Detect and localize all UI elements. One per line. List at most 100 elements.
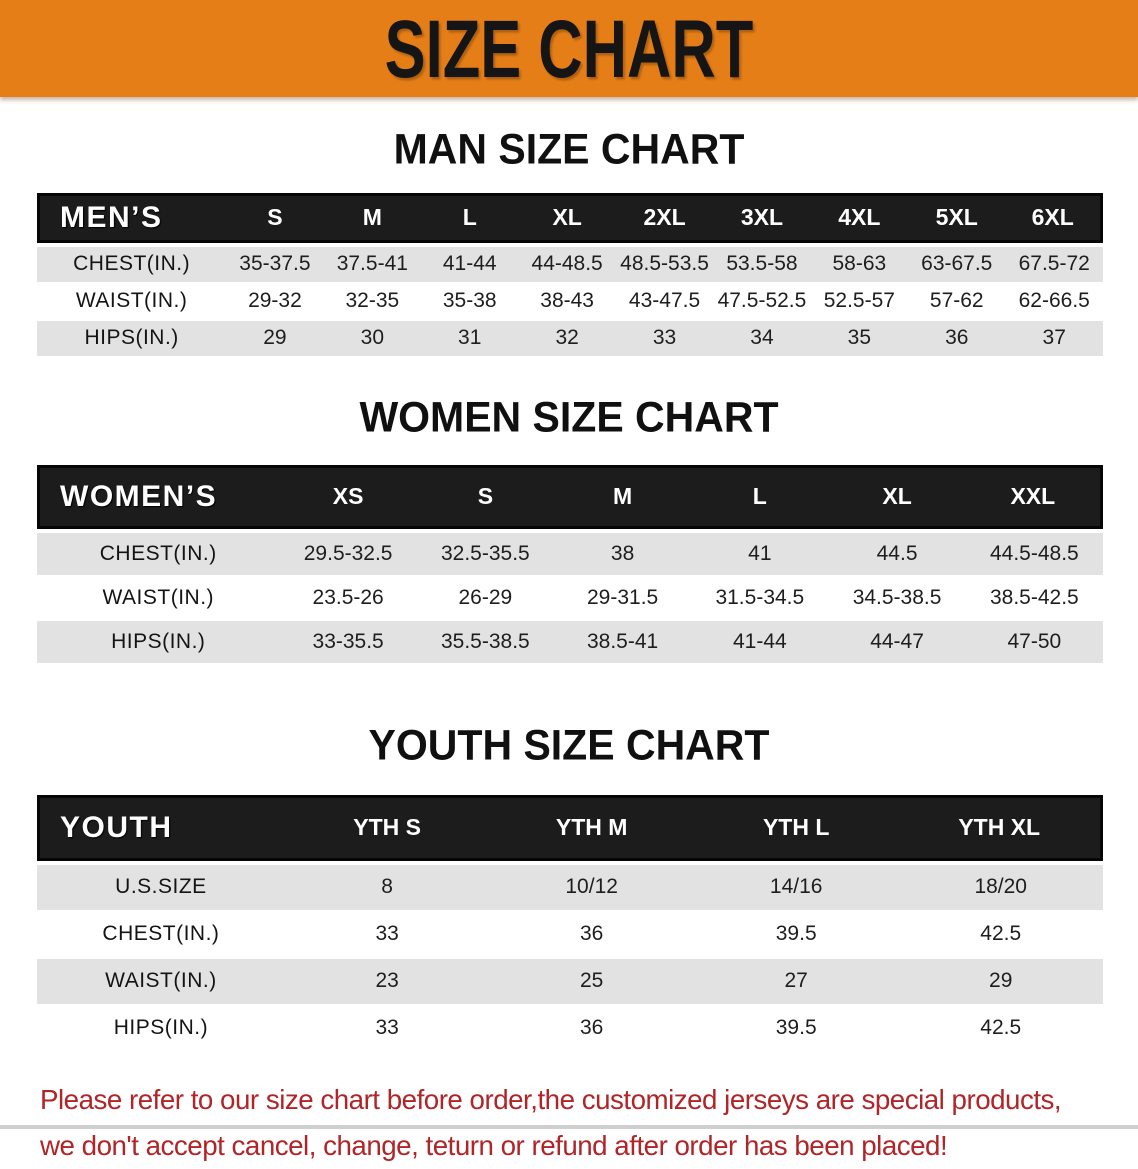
table-row-waist: WAIST(IN.) 23.5-26 26-29 29-31.5 31.5-34…	[37, 576, 1103, 621]
row-label: WAIST(IN.)	[37, 576, 280, 621]
col-header-2xl: 2XL	[615, 192, 714, 243]
cell: 25	[489, 958, 694, 1006]
men-size-table: MEN’S S M L XL 2XL 3XL 4XL 5XL 6XL CHEST…	[37, 192, 1103, 358]
col-header-xl: XL	[828, 464, 966, 529]
cell: 29-32	[226, 283, 324, 321]
cell: 52.5-57	[810, 283, 909, 321]
col-header-4xl: 4XL	[810, 192, 909, 243]
cell: 67.5-72	[1005, 242, 1103, 284]
cell: 37.5-41	[323, 242, 422, 284]
cell: 18/20	[898, 860, 1103, 912]
men-table-label: MEN’S	[37, 192, 227, 243]
col-header-yth-m: YTH M	[489, 794, 694, 861]
cell: 35	[810, 320, 909, 358]
cell: 35-37.5	[226, 242, 324, 284]
cell: 44-48.5	[518, 242, 616, 284]
cell: 39.5	[693, 911, 899, 959]
page-title: SIZE CHART	[384, 2, 754, 95]
col-header-l: L	[421, 192, 519, 243]
cell: 39.5	[693, 1005, 899, 1053]
col-header-xxl: XXL	[965, 464, 1103, 529]
disclaimer-line1: Please refer to our size chart before or…	[40, 1083, 1062, 1115]
col-header-yth-s: YTH S	[284, 794, 490, 861]
row-label: HIPS(IN.)	[37, 320, 227, 358]
cell: 41-44	[421, 242, 519, 284]
women-section: WOMEN SIZE CHART WOMEN’S XS S M L XL XXL…	[0, 393, 1138, 665]
cell: 44.5-48.5	[965, 528, 1103, 577]
col-header-m: M	[553, 464, 692, 529]
col-header-3xl: 3XL	[713, 192, 811, 243]
cell: 33	[284, 1005, 490, 1053]
disclaimer-line2: we don't accept cancel, change, teturn o…	[40, 1129, 948, 1161]
row-label: CHEST(IN.)	[37, 911, 285, 959]
youth-size-table: YOUTH YTH S YTH M YTH L YTH XL U.S.SIZE …	[37, 794, 1103, 1053]
youth-section-heading: YOUTH SIZE CHART	[368, 720, 770, 769]
cell: 10/12	[489, 860, 694, 912]
cell: 27	[693, 958, 899, 1006]
table-row-waist: WAIST(IN.) 23 25 27 29	[37, 958, 1103, 1006]
row-label: CHEST(IN.)	[37, 528, 280, 577]
cell: 33	[284, 911, 490, 959]
cell: 38.5-42.5	[965, 576, 1103, 621]
women-table-label: WOMEN’S	[37, 464, 280, 529]
cell: 33	[615, 320, 714, 358]
table-row-hips: HIPS(IN.) 33-35.5 35.5-38.5 38.5-41 41-4…	[37, 620, 1103, 665]
cell: 44-47	[828, 620, 966, 665]
cell: 38.5-41	[553, 620, 692, 665]
cell: 26-29	[416, 576, 554, 621]
cell: 23.5-26	[279, 576, 417, 621]
men-section-heading: MAN SIZE CHART	[393, 124, 745, 174]
cell: 34	[713, 320, 811, 358]
youth-table-label: YOUTH	[37, 794, 285, 861]
disclaimer: Please refer to our size chart before or…	[40, 1077, 1110, 1169]
row-label: WAIST(IN.)	[37, 283, 227, 321]
table-row-ussize: U.S.SIZE 8 10/12 14/16 18/20	[37, 860, 1103, 912]
cell: 38-43	[518, 283, 616, 321]
cell: 29.5-32.5	[279, 528, 417, 577]
table-row-chest: CHEST(IN.) 29.5-32.5 32.5-35.5 38 41 44.…	[37, 528, 1103, 577]
cell: 14/16	[693, 860, 899, 912]
cell: 8	[284, 860, 490, 912]
women-header-row: WOMEN’S XS S M L XL XXL	[37, 464, 1103, 529]
cell: 36	[908, 320, 1006, 358]
cell: 36	[489, 911, 694, 959]
cell: 62-66.5	[1005, 283, 1103, 321]
banner: SIZE CHART	[0, 0, 1138, 97]
men-section: MAN SIZE CHART MEN’S S M L XL 2XL 3XL 4X…	[0, 124, 1138, 358]
cell: 38	[553, 528, 692, 577]
cell: 29	[898, 958, 1103, 1006]
cell: 33-35.5	[279, 620, 417, 665]
cell: 37	[1005, 320, 1103, 358]
men-header-row: MEN’S S M L XL 2XL 3XL 4XL 5XL 6XL	[37, 192, 1103, 243]
youth-section: YOUTH SIZE CHART YOUTH YTH S YTH M YTH L…	[0, 720, 1138, 1053]
cell: 32	[518, 320, 616, 358]
table-row-waist: WAIST(IN.) 29-32 32-35 35-38 38-43 43-47…	[37, 283, 1103, 321]
col-header-yth-xl: YTH XL	[898, 794, 1103, 861]
cell: 31	[421, 320, 519, 358]
cell: 23	[284, 958, 490, 1006]
cell: 48.5-53.5	[615, 242, 714, 284]
col-header-xs: XS	[279, 464, 417, 529]
col-header-yth-l: YTH L	[693, 794, 899, 861]
cell: 42.5	[898, 1005, 1103, 1053]
col-header-5xl: 5XL	[908, 192, 1006, 243]
cell: 32.5-35.5	[416, 528, 554, 577]
col-header-l: L	[691, 464, 829, 529]
cell: 47.5-52.5	[713, 283, 811, 321]
cell: 36	[489, 1005, 694, 1053]
cell: 30	[323, 320, 422, 358]
cell: 35.5-38.5	[416, 620, 554, 665]
cell: 58-63	[810, 242, 909, 284]
cell: 53.5-58	[713, 242, 811, 284]
youth-header-row: YOUTH YTH S YTH M YTH L YTH XL	[37, 794, 1103, 861]
cell: 47-50	[965, 620, 1103, 665]
cell: 41-44	[691, 620, 829, 665]
col-header-s: S	[416, 464, 554, 529]
row-label: HIPS(IN.)	[37, 620, 280, 665]
row-label: WAIST(IN.)	[37, 958, 285, 1006]
cell: 34.5-38.5	[828, 576, 966, 621]
table-row-hips: HIPS(IN.) 29 30 31 32 33 34 35 36 37	[37, 320, 1103, 358]
cell: 42.5	[898, 911, 1103, 959]
row-label: CHEST(IN.)	[37, 242, 227, 284]
cell: 29	[226, 320, 324, 358]
